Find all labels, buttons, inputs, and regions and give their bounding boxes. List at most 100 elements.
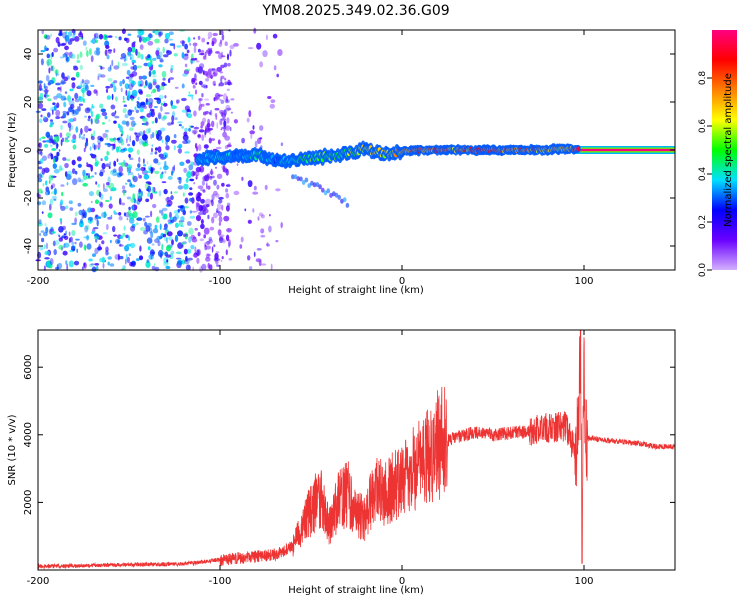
noise-speckle: [183, 233, 186, 237]
noise-speckle: [127, 33, 132, 36]
noise-speckle: [170, 195, 174, 201]
noise-speckle: [40, 114, 43, 118]
noise-speckle: [131, 59, 137, 64]
noise-speckle: [173, 53, 178, 57]
noise-speckle: [74, 36, 80, 42]
noise-speckle: [123, 225, 126, 231]
noise-speckle: [156, 54, 161, 60]
noise-speckle: [114, 36, 118, 38]
noise-speckle: [101, 162, 106, 170]
noise-speckle: [150, 166, 153, 175]
noise-speckle: [56, 93, 63, 99]
colorbar-label: Normalized spectral amplitude: [723, 73, 734, 227]
noise-speckle: [196, 257, 200, 264]
noise-speckle: [53, 188, 57, 196]
noise-speckle: [95, 39, 98, 43]
noise-speckle: [236, 163, 239, 166]
noise-speckle: [106, 252, 110, 255]
noise-speckle: [107, 66, 112, 72]
noise-speckle: [153, 158, 159, 164]
noise-speckle: [253, 185, 257, 191]
noise-speckle: [111, 93, 114, 100]
noise-speckle: [45, 34, 51, 40]
noise-speckle: [215, 95, 218, 102]
noise-speckle: [76, 248, 78, 253]
noise-speckle: [80, 127, 83, 135]
noise-speckle: [217, 139, 221, 145]
noise-speckle: [78, 103, 84, 106]
noise-speckle: [84, 225, 89, 233]
noise-speckle: [197, 66, 203, 74]
noise-speckle: [168, 77, 175, 80]
noise-speckle: [144, 80, 148, 87]
noise-speckle: [207, 262, 210, 269]
noise-speckle: [149, 192, 153, 200]
noise-speckle: [51, 195, 58, 200]
noise-speckle: [68, 260, 74, 268]
noise-speckle: [225, 104, 231, 112]
noise-speckle: [229, 44, 235, 50]
noise-speckle: [233, 43, 239, 47]
noise-speckle: [233, 119, 238, 124]
noise-speckle: [132, 205, 135, 211]
noise-speckle: [109, 137, 114, 141]
noise-speckle: [249, 130, 255, 135]
noise-speckle: [135, 167, 141, 172]
noise-speckle: [97, 76, 100, 81]
noise-speckle: [103, 183, 105, 190]
noise-speckle: [63, 233, 66, 236]
noise-speckle: [233, 190, 240, 196]
noise-speckle: [190, 58, 197, 61]
noise-speckle: [142, 37, 148, 43]
noise-speckle: [212, 72, 217, 77]
noise-speckle: [163, 54, 169, 58]
noise-speckle: [48, 180, 51, 184]
noise-speckle: [158, 31, 163, 36]
noise-speckle: [184, 197, 189, 204]
signal-tail: [326, 188, 331, 194]
noise-speckle: [166, 50, 172, 55]
noise-speckle: [188, 236, 192, 244]
noise-speckle: [103, 211, 107, 219]
noise-speckle: [171, 115, 175, 122]
noise-speckle: [261, 214, 265, 219]
noise-speckle: [94, 235, 100, 240]
noise-speckle: [136, 100, 139, 104]
noise-speckle: [224, 81, 228, 86]
noise-speckle: [137, 173, 140, 176]
noise-speckle: [270, 263, 273, 271]
signal-tail: [323, 190, 328, 196]
noise-speckle: [90, 111, 94, 118]
noise-speckle: [223, 238, 225, 244]
noise-speckle: [62, 31, 67, 39]
snr-line: [37, 329, 676, 570]
noise-speckle: [247, 219, 252, 224]
noise-speckle: [151, 251, 155, 254]
noise-speckle: [59, 43, 66, 47]
noise-speckle: [49, 124, 53, 128]
noise-speckle: [63, 242, 70, 248]
noise-speckle: [184, 68, 191, 72]
noise-speckle: [202, 70, 205, 75]
noise-speckle: [98, 65, 101, 68]
colorbar-scale: [712, 30, 737, 270]
noise-speckle: [62, 113, 67, 119]
noise-speckle: [225, 188, 229, 193]
noise-speckle: [42, 183, 45, 187]
noise-speckle: [177, 185, 184, 190]
noise-speckle: [154, 38, 160, 44]
noise-speckle: [43, 244, 46, 250]
noise-speckle: [51, 148, 57, 151]
noise-speckle: [113, 48, 116, 53]
noise-speckle: [155, 216, 160, 224]
noise-speckle: [122, 265, 126, 269]
noise-speckle: [73, 260, 80, 266]
signal-tail: [307, 183, 312, 189]
noise-speckle: [156, 84, 160, 89]
noise-speckle: [136, 51, 141, 59]
noise-speckle: [45, 74, 50, 82]
noise-speckle: [71, 222, 77, 226]
noise-speckle: [266, 34, 268, 41]
noise-speckle: [125, 89, 128, 96]
noise-speckle: [143, 142, 149, 147]
